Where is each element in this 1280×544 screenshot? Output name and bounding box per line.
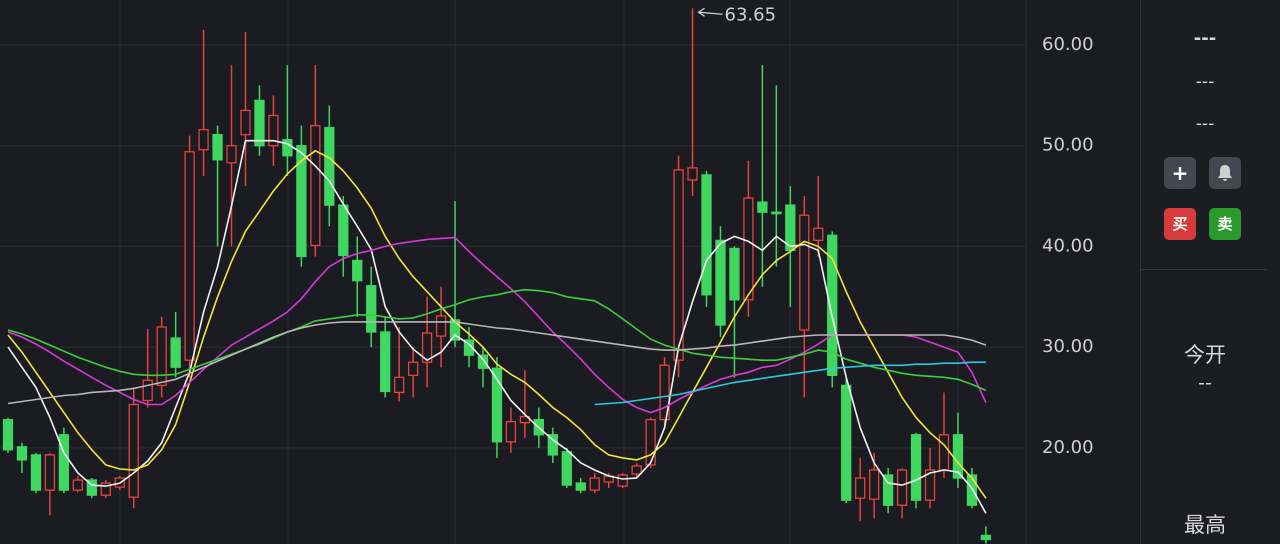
sell-button[interactable]: 卖	[1209, 208, 1241, 240]
y-tick-label: 30.00	[1042, 336, 1094, 357]
ma-line	[7, 139, 987, 514]
candle-body	[421, 332, 433, 363]
y-tick-label: 60.00	[1042, 34, 1094, 55]
candle-body	[324, 126, 335, 206]
candle-body	[86, 479, 97, 496]
candle-body	[617, 474, 628, 487]
candle-body	[407, 361, 419, 376]
candle-body	[394, 376, 405, 394]
candle-body	[170, 337, 181, 368]
bell-icon	[1218, 165, 1232, 181]
candle-body	[547, 434, 558, 456]
annotation-arrow	[697, 7, 723, 17]
ma-line	[7, 149, 987, 499]
buy-button[interactable]: 买	[1164, 208, 1196, 240]
candle-body	[896, 469, 908, 506]
candle-body	[282, 139, 293, 157]
candle-body	[757, 201, 768, 213]
candle-body	[882, 474, 894, 506]
ma-line	[594, 361, 986, 406]
high-label: 最高	[1184, 513, 1226, 537]
candle-body	[673, 169, 684, 361]
candle-body	[687, 167, 698, 181]
candle-body	[743, 197, 754, 301]
candle-body	[226, 145, 237, 164]
ma-line	[7, 236, 987, 414]
candle-body	[631, 465, 642, 475]
candle-body	[729, 247, 740, 301]
candle-body	[184, 151, 195, 361]
sidebar: --- --- --- + 买 卖 今开 -- 最高	[1140, 0, 1280, 544]
candle-body	[575, 482, 586, 491]
candle-body	[715, 239, 726, 326]
candle-body	[268, 114, 279, 147]
max-annotation: 63.65	[725, 4, 777, 25]
candle-body	[813, 227, 824, 242]
candle-body	[296, 145, 307, 258]
ma-line	[7, 321, 987, 405]
y-tick-label: 50.00	[1042, 135, 1094, 156]
candle-body	[58, 434, 70, 491]
ma-line	[7, 288, 987, 392]
candle-body	[198, 128, 209, 151]
candle-body	[938, 434, 950, 471]
candle-body	[72, 479, 83, 491]
candle-body	[338, 204, 349, 257]
candle-body	[841, 384, 852, 501]
candle-body	[477, 354, 489, 369]
candle-body	[16, 446, 28, 461]
candle-body	[142, 379, 153, 402]
change: ---	[1195, 72, 1215, 92]
candle-body	[589, 477, 600, 491]
candle-body	[380, 331, 391, 393]
candle-body	[980, 534, 992, 541]
candle-body	[44, 454, 56, 491]
candle-body	[924, 469, 936, 501]
open-label: 今开	[1184, 343, 1226, 367]
y-tick-label: 40.00	[1042, 235, 1094, 256]
candle-body	[352, 259, 363, 282]
candle-body	[100, 482, 111, 496]
candle-body	[366, 285, 377, 333]
candle-body	[799, 214, 810, 331]
candle-body	[254, 99, 265, 147]
candle-body	[910, 434, 922, 501]
candle-body	[30, 454, 42, 491]
y-tick-label: 20.00	[1042, 437, 1094, 458]
candle-body	[449, 319, 461, 341]
candle-body	[771, 211, 782, 215]
candle-body	[212, 133, 223, 161]
open-value: --	[1198, 372, 1212, 394]
candle-body	[463, 339, 475, 356]
candle-body	[491, 367, 503, 443]
candle-body	[645, 418, 656, 466]
candle-body	[701, 174, 712, 296]
separator	[1141, 269, 1267, 270]
candle-body	[156, 326, 167, 387]
candle-body	[966, 474, 978, 506]
price: ---	[1193, 28, 1217, 49]
candle-body	[868, 469, 880, 500]
change-pct: ---	[1195, 114, 1215, 134]
chart: 20.00 30.00 40.00 50.00 60.00 63.65	[0, 0, 1094, 544]
candle-body	[785, 204, 796, 252]
alert-button[interactable]	[1209, 157, 1241, 189]
candle-body	[561, 451, 572, 486]
candle-body	[2, 418, 14, 451]
candle-body	[435, 315, 447, 337]
candle-body	[310, 124, 321, 247]
add-button[interactable]: +	[1164, 157, 1196, 189]
candle-body	[240, 109, 251, 136]
candle-body	[827, 234, 838, 376]
candle-body	[128, 403, 139, 498]
candle-body	[505, 420, 517, 443]
candle-body	[855, 477, 866, 499]
candle-body	[659, 364, 670, 421]
